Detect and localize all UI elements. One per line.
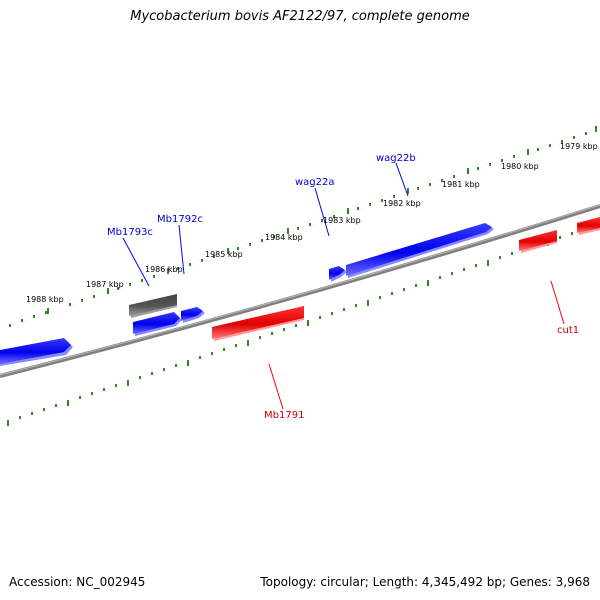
outer-minor-ticks xyxy=(9,132,587,327)
outer-major-ticks xyxy=(47,126,597,314)
gene-label-mb1792c[interactable]: Mb1792c xyxy=(157,214,203,225)
scale-label-1984: 1984 kbp xyxy=(265,233,303,242)
feature-mb1792c[interactable] xyxy=(181,307,205,323)
inner-major-ticks xyxy=(7,240,549,426)
gene-label-mb1793c[interactable]: Mb1793c xyxy=(107,227,153,238)
scale-label-1982: 1982 kbp xyxy=(383,199,421,208)
gene-label-wag22b[interactable]: wag22b xyxy=(376,153,416,164)
outer-tick-ruler xyxy=(9,126,597,327)
genome-backbone xyxy=(0,204,600,378)
label-leader-lines xyxy=(122,162,565,410)
leader-wag22a xyxy=(314,187,330,237)
inner-minor-ticks xyxy=(19,228,585,419)
map-title: Mycobacterium bovis AF2122/97, complete … xyxy=(130,9,470,24)
feature-blue-left[interactable] xyxy=(0,338,73,366)
gene-label-mb1791[interactable]: Mb1791 xyxy=(264,410,304,421)
scale-label-1980: 1980 kbp xyxy=(501,162,539,171)
scale-label-1981: 1981 kbp xyxy=(442,180,480,189)
scale-label-1983: 1983 kbp xyxy=(323,216,361,225)
feature-gray[interactable] xyxy=(129,294,177,318)
scale-label-1988: 1988 kbp xyxy=(26,295,64,304)
leader-mb1793c xyxy=(122,237,150,287)
feature-red-right[interactable] xyxy=(577,217,600,235)
feature-mb1793c[interactable] xyxy=(133,312,182,336)
leader-cut1 xyxy=(550,280,565,325)
scale-label-1979: 1979 kbp xyxy=(560,142,598,151)
feature-mb1791[interactable] xyxy=(212,306,304,341)
gene-label-wag22a[interactable]: wag22a xyxy=(295,177,335,188)
accession-text: Accession: NC_002945 xyxy=(9,575,146,589)
leader-mb1792c xyxy=(178,224,185,275)
gene-label-cut1[interactable]: cut1 xyxy=(557,325,579,336)
inner-tick-ruler xyxy=(7,228,585,426)
leader-mb1791 xyxy=(268,363,284,410)
scale-label-1985: 1985 kbp xyxy=(205,250,243,259)
genome-summary-text: Topology: circular; Length: 4,345,492 bp… xyxy=(260,575,590,589)
feature-cut1[interactable] xyxy=(519,230,557,253)
scale-label-1986: 1986 kbp xyxy=(145,265,183,274)
scale-label-1987: 1987 kbp xyxy=(86,280,124,289)
feature-wag22b[interactable] xyxy=(346,223,494,278)
genome-backbone-highlight xyxy=(0,204,600,376)
feature-wag22a[interactable] xyxy=(329,266,347,282)
leader-wag22b xyxy=(395,162,409,197)
